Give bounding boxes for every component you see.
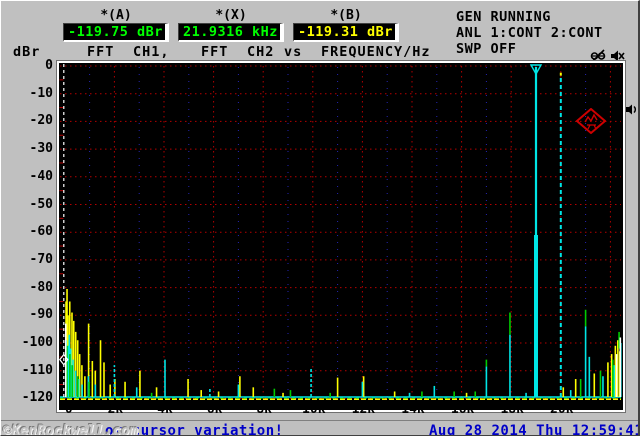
status-datetime: Aug 28 2014 Thu 12:59:41 [429, 423, 640, 436]
y-tick-label: -10 [29, 85, 53, 101]
trace2-fft-label: FFT [201, 44, 229, 60]
y-tick-label: -100 [21, 335, 53, 350]
y-tick-label: -120 [21, 390, 53, 406]
y-tick-label: -80 [29, 279, 53, 295]
cursor-b-label: *(B) [330, 8, 362, 23]
gen-status: GEN RUNNING [456, 9, 551, 25]
sweep-crossed-icon[interactable] [590, 10, 629, 102]
x-tick-label: 0 [64, 402, 73, 417]
x-tick-label: 8k [256, 402, 273, 417]
y-tick-label: -90 [29, 307, 53, 323]
watermark-text: ©KenRockwell.com [3, 423, 138, 436]
x-tick-label: 10k [302, 402, 326, 417]
x-tick-label: 6k [206, 402, 223, 417]
y-tick-label: -20 [29, 113, 53, 129]
x-tick-label: 4k [157, 402, 173, 417]
cursor-a-label: *(A) [100, 8, 132, 23]
speaker-icon[interactable] [625, 65, 638, 154]
y-tick-label: -110 [21, 362, 53, 378]
x-tick-label: 20k [550, 402, 574, 417]
x-tick-label: 2k [107, 402, 124, 417]
x-tick-label: 14k [401, 402, 425, 417]
y-tick-label: 0 [45, 58, 53, 73]
swp-status: SWP OFF [456, 41, 517, 57]
y-tick-label: -50 [29, 196, 53, 212]
y-tick-label: -70 [29, 251, 53, 267]
status-bar: or cursor variation! ©KenRockwell.com Au… [1, 420, 640, 436]
x-tick-label: 16k [450, 402, 475, 417]
y-tick-label: -60 [29, 224, 53, 240]
cursor-x-label: *(X) [215, 8, 247, 23]
vs-label: vs [284, 44, 303, 60]
cursor-x-readout[interactable]: 21.9316 kHz [178, 23, 284, 42]
cursor-a-readout[interactable]: -119.75 dBr [63, 23, 169, 42]
mute-icon[interactable] [609, 10, 638, 102]
spectrum-plot[interactable] [56, 60, 626, 413]
y-tick-label: -30 [29, 141, 53, 157]
trace1-channel: CH1, [133, 44, 170, 60]
trace1-fft-label: FFT [87, 44, 115, 60]
trace2-channel: CH2 [247, 44, 275, 60]
fft-trace-canvas[interactable] [59, 63, 623, 410]
status-message: or cursor variation! [105, 423, 284, 436]
y-axis-unit: dBr [13, 44, 41, 60]
x-axis-title: FREQUENCY/Hz [321, 44, 431, 60]
anl-status: ANL 1:CONT 2:CONT [456, 25, 603, 41]
rs-diamond-logo [576, 70, 615, 172]
y-tick-label: -40 [29, 168, 53, 184]
cursor-b-readout[interactable]: -119.31 dBr [293, 23, 399, 42]
x-tick-label: 12k [351, 402, 376, 417]
x-tick-label: 18k [500, 402, 524, 417]
